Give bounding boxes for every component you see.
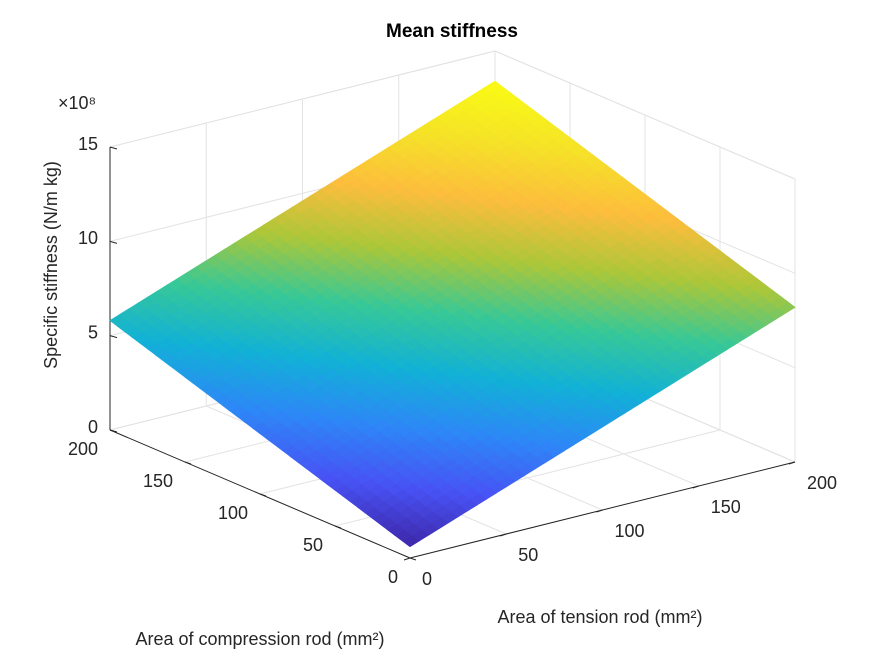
x-axis-label: Area of compression rod (mm²) — [135, 629, 384, 649]
x-tick-label: 200 — [68, 439, 98, 459]
z-axis-label: Specific stiffness (N/m kg) — [41, 161, 61, 369]
z-tick — [109, 335, 118, 339]
y-tick-label: 100 — [615, 521, 645, 541]
surface-cell — [526, 310, 700, 428]
y-tick-label: 150 — [711, 497, 741, 517]
y-tick-label: 50 — [518, 545, 538, 565]
y-axis-label: Area of tension rod (mm²) — [497, 607, 702, 627]
grid-line — [109, 50, 496, 148]
x-tick-label: 50 — [303, 535, 323, 555]
y-tick — [596, 509, 603, 513]
x-tick — [409, 557, 417, 561]
x-tick — [334, 525, 342, 529]
surface-cell — [334, 429, 507, 548]
y-tick — [788, 461, 796, 465]
surface-cell — [205, 200, 379, 318]
grid-line — [494, 50, 796, 180]
surface-cell — [473, 137, 646, 255]
surface-cell — [355, 313, 529, 431]
y-tick — [500, 533, 507, 537]
surface-cell — [109, 260, 282, 378]
z-tick — [109, 146, 118, 150]
z-tick — [109, 240, 118, 244]
surface-cell — [259, 373, 432, 491]
x-tick-label: 100 — [218, 503, 248, 523]
surface-cell — [623, 250, 796, 368]
y-tick-label: 0 — [422, 569, 432, 589]
x-tick-label: 0 — [388, 567, 398, 587]
surface-cell — [548, 193, 721, 312]
surface-cell — [376, 197, 550, 315]
z-tick-label: 0 — [88, 417, 98, 437]
x-tick — [184, 461, 192, 465]
y-tick — [403, 557, 411, 561]
surface-cell — [398, 80, 571, 199]
y-tick-label: 200 — [807, 473, 837, 493]
z-tick-label: 15 — [78, 134, 98, 154]
surface-patch — [484, 80, 504, 94]
z-tick-label: 5 — [88, 322, 98, 342]
surface-cell — [184, 316, 357, 435]
x-tick — [259, 493, 267, 497]
z-tick-label: 10 — [78, 228, 98, 248]
chart-title: Mean stiffness — [386, 21, 518, 42]
x-tick-label: 150 — [143, 471, 173, 491]
z-multiplier: ×10⁸ — [58, 93, 96, 113]
y-tick — [692, 485, 699, 489]
z-tick — [109, 429, 118, 433]
